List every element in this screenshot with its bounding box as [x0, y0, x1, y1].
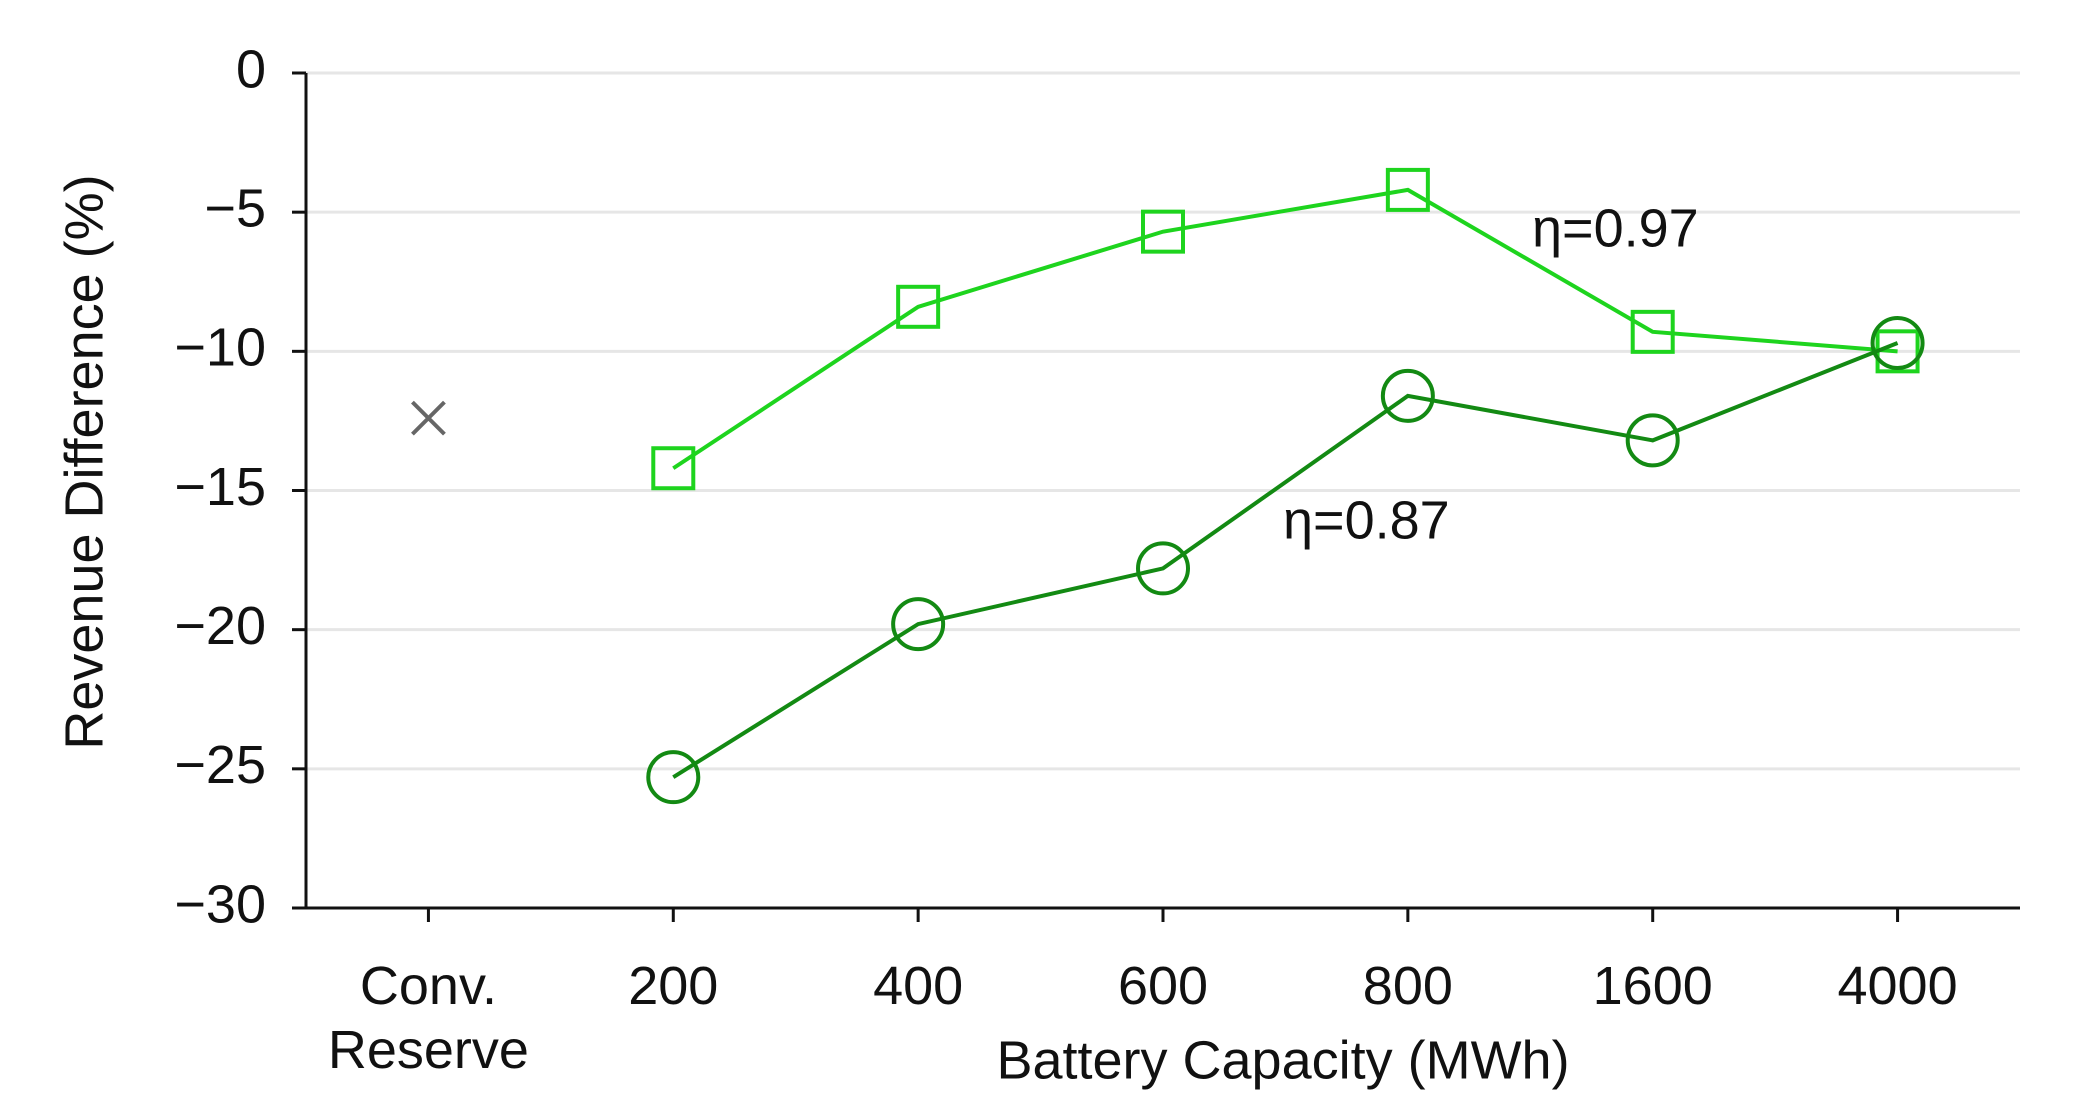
square-marker [651, 446, 696, 491]
series-line [672, 187, 1898, 470]
y-tick-label: 0 [236, 39, 266, 99]
y-tick-label: −5 [204, 178, 266, 238]
square-marker [896, 284, 941, 329]
y-tick-label: −25 [174, 735, 266, 795]
circle-marker [1380, 368, 1435, 423]
circle-marker [1625, 413, 1680, 468]
x-tick-label: 1600 [1592, 956, 1713, 1016]
x-tick-label: 200 [628, 956, 719, 1016]
circle-marker [1870, 315, 1925, 370]
x-tick-label: 400 [873, 956, 964, 1016]
series-label: η=0.97 [1532, 198, 1699, 258]
y-tick-label: −20 [174, 596, 266, 656]
y-axis-label: Revenue Difference (%) [54, 174, 114, 749]
circle-marker [646, 750, 701, 805]
series-line [672, 341, 1899, 779]
square-marker [1630, 309, 1675, 354]
x-tick-label: 600 [1117, 956, 1209, 1016]
square-marker [1385, 167, 1430, 212]
x-marker [411, 400, 446, 436]
x-tick-label: 800 [1362, 956, 1453, 1016]
circle-marker [1136, 541, 1190, 596]
y-tick-label: −10 [174, 318, 266, 378]
square-marker [1141, 209, 1185, 254]
series-label: η=0.87 [1283, 490, 1450, 550]
x-axis-label: Battery Capacity (MWh) [996, 1030, 1569, 1090]
circle-marker [891, 597, 946, 652]
y-tick-label: −30 [174, 874, 266, 934]
x-tick-label: 4000 [1837, 956, 1958, 1016]
y-tick-label: −15 [174, 457, 266, 517]
x-tick-label: Conv. Reserve [327, 956, 529, 1080]
